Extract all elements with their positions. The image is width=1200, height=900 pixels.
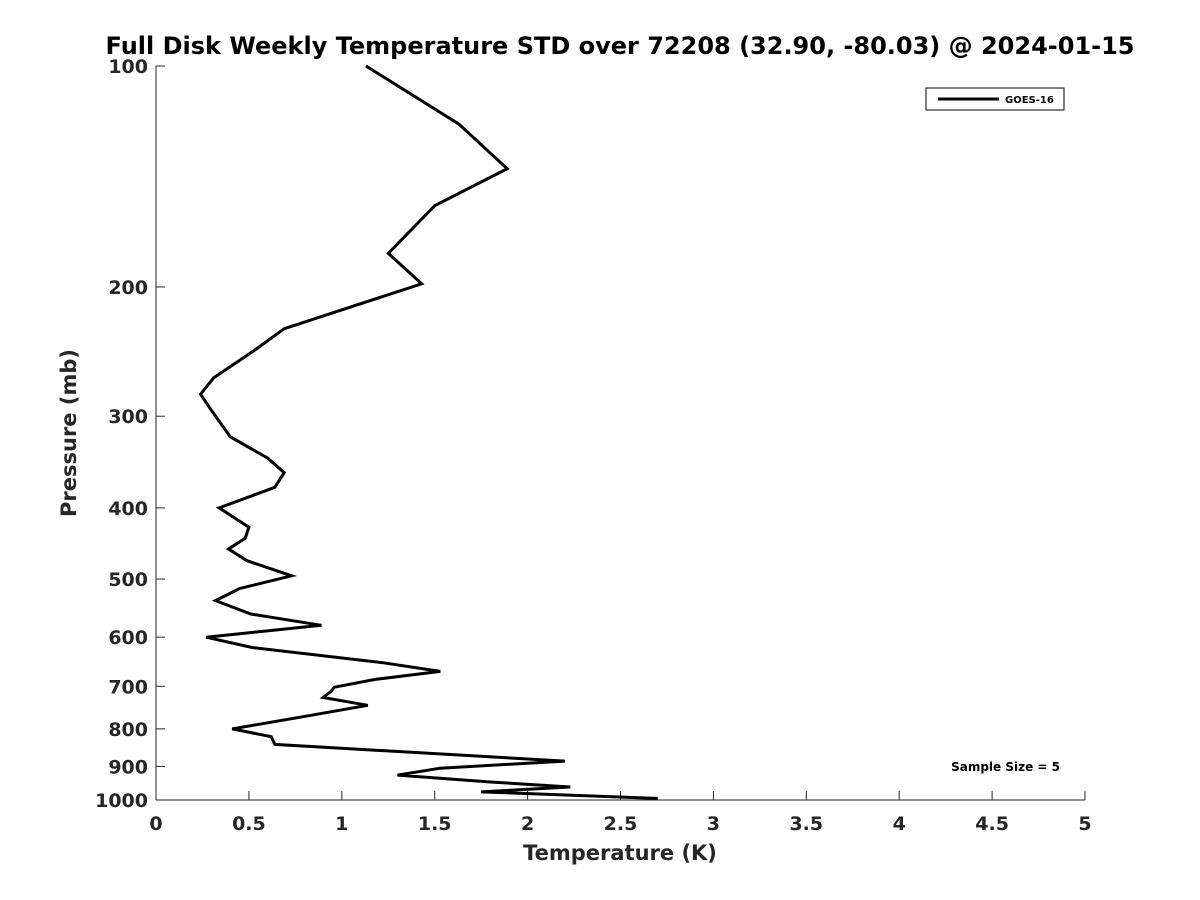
y-tick-label: 100 (108, 56, 148, 78)
y-axis-label: Pressure (mb) (57, 349, 81, 517)
x-ticks: 0 0.5 1 1.5 2 2.5 3 3.5 4 4.5 5 (149, 791, 1092, 835)
y-tick-label: 900 (108, 756, 148, 778)
y-tick-label: 200 (108, 277, 148, 299)
x-tick-label: 1.5 (418, 813, 452, 835)
y-ticks: 100 200 300 400 500 600 700 800 900 1000 (95, 56, 165, 812)
y-tick-label: 600 (108, 627, 148, 649)
y-tick-label: 400 (108, 498, 148, 520)
x-tick-label: 0 (149, 813, 162, 835)
x-tick-label: 2 (521, 813, 534, 835)
y-tick-label: 800 (108, 719, 148, 741)
x-tick-label: 1 (335, 813, 348, 835)
x-tick-label: 4 (893, 813, 906, 835)
y-tick-label: 1000 (95, 790, 148, 812)
x-tick-label: 5 (1078, 813, 1091, 835)
x-axis-label: Temperature (K) (523, 841, 717, 865)
y-tick-label: 300 (108, 406, 148, 428)
y-tick-label: 700 (108, 676, 148, 698)
chart-title: Full Disk Weekly Temperature STD over 72… (106, 32, 1135, 60)
x-tick-label: 0.5 (232, 813, 266, 835)
y-tick-label: 500 (108, 569, 148, 591)
sample-size-annotation: Sample Size = 5 (951, 760, 1060, 774)
legend-label-goes-16: GOES-16 (1005, 95, 1054, 106)
x-tick-label: 3.5 (789, 813, 823, 835)
x-tick-label: 3 (707, 813, 720, 835)
x-tick-label: 4.5 (975, 813, 1009, 835)
x-tick-label: 2.5 (604, 813, 638, 835)
series-line-goes-16 (198, 64, 658, 800)
series-group (198, 64, 658, 800)
legend: GOES-16 (925, 87, 1065, 111)
